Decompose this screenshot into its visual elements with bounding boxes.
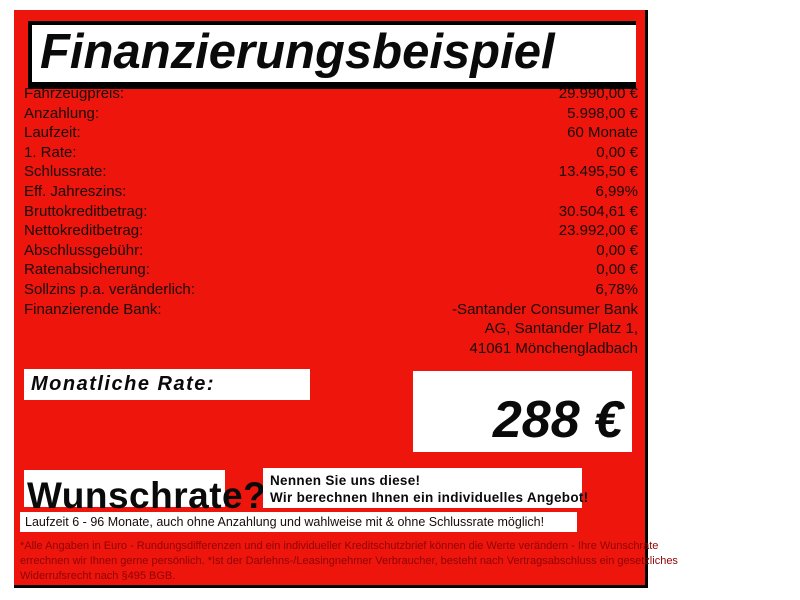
table-row: Anzahlung: 5.998,00 € — [24, 104, 638, 124]
financing-bank-row: Finanzierende Bank: -Santander Consumer … — [24, 300, 638, 359]
row-value: 0,00 € — [596, 261, 638, 279]
row-value: 60 Monate — [567, 124, 638, 142]
row-label: Sollzins p.a. veränderlich: — [24, 280, 195, 298]
table-row: Nettokreditbetrag: 23.992,00 € — [24, 221, 638, 241]
row-value: 0,00 € — [596, 143, 638, 161]
fine-print: *Alle Angaben in Euro - Rundungsdifferen… — [20, 539, 678, 584]
title-band: Finanzierungsbeispiel — [28, 21, 636, 89]
row-label: Laufzeit: — [24, 124, 81, 142]
table-row: Bruttokreditbetrag: 30.504,61 € — [24, 202, 638, 222]
financing-details-list: Fahrzeugpreis: 29.990,00 € Anzahlung: 5.… — [24, 84, 638, 358]
row-value: 30.504,61 € — [558, 202, 638, 220]
row-label: Finanzierende Bank: — [24, 300, 162, 318]
row-value: 6,99% — [595, 182, 638, 200]
monthly-rate-value: 288 € — [492, 391, 623, 449]
row-label: Bruttokreditbetrag: — [24, 202, 148, 220]
bank-address-line: 41061 Mönchengladbach — [469, 339, 638, 357]
table-row: Schlussrate: 13.495,50 € — [24, 162, 638, 182]
table-row: 1. Rate: 0,00 € — [24, 143, 638, 163]
row-value: 23.992,00 € — [558, 222, 638, 240]
table-row: Eff. Jahreszins: 6,99% — [24, 182, 638, 202]
row-value: 0,00 € — [596, 241, 638, 259]
fine-print-line: Widerrufsrecht nach §495 BGB. — [20, 570, 176, 582]
table-row: Laufzeit: 60 Monate — [24, 123, 638, 143]
wunschrate-headline: Wunschrate? — [27, 475, 267, 516]
row-value: 6,78% — [595, 280, 638, 298]
table-row: Fahrzeugpreis: 29.990,00 € — [24, 84, 638, 104]
table-row: Ratenabsicherung: 0,00 € — [24, 260, 638, 280]
row-value: 5.998,00 € — [567, 104, 638, 122]
fine-print-line: *Alle Angaben in Euro - Rundungsdifferen… — [20, 540, 659, 552]
callout-line: Nennen Sie uns diese! — [270, 473, 421, 488]
table-row: Sollzins p.a. veränderlich: 6,78% — [24, 280, 638, 300]
bank-address-line: -Santander Consumer Bank — [452, 300, 638, 318]
row-value: 13.495,50 € — [558, 163, 638, 181]
row-label: Schlussrate: — [24, 163, 107, 181]
terms-strip: Laufzeit 6 - 96 Monate, auch ohne Anzahl… — [20, 512, 577, 532]
financing-example-card: Finanzierungsbeispiel Fahrzeugpreis: 29.… — [14, 10, 678, 588]
wunschrate-headline-box: Wunschrate? — [24, 470, 266, 516]
monthly-rate-value-box: 288 € — [413, 371, 632, 452]
row-label: 1. Rate: — [24, 143, 77, 161]
table-row: Abschlussgebühr: 0,00 € — [24, 241, 638, 261]
callout-line: Wir berechnen Ihnen ein individuelles An… — [270, 490, 589, 505]
wunschrate-callout-box: Nennen Sie uns diese! Wir berechnen Ihne… — [263, 468, 589, 508]
bank-address-line: AG, Santander Platz 1, — [484, 320, 638, 338]
page-title: Finanzierungsbeispiel — [40, 25, 555, 79]
row-label: Anzahlung: — [24, 104, 100, 122]
monthly-rate-label-box: Monatliche Rate: — [24, 369, 310, 400]
bank-address: -Santander Consumer Bank AG, Santander P… — [452, 300, 638, 359]
fine-print-line: errechnen wir Ihnen gerne persönlich. *I… — [20, 555, 678, 567]
row-label: Nettokreditbetrag: — [24, 222, 144, 240]
row-value: 29.990,00 € — [558, 85, 638, 102]
row-label: Fahrzeugpreis: — [24, 85, 125, 102]
row-label: Abschlussgebühr: — [24, 241, 144, 259]
row-label: Ratenabsicherung: — [24, 261, 150, 279]
monthly-rate-label: Monatliche Rate: — [31, 373, 216, 395]
row-label: Eff. Jahreszins: — [24, 182, 127, 200]
